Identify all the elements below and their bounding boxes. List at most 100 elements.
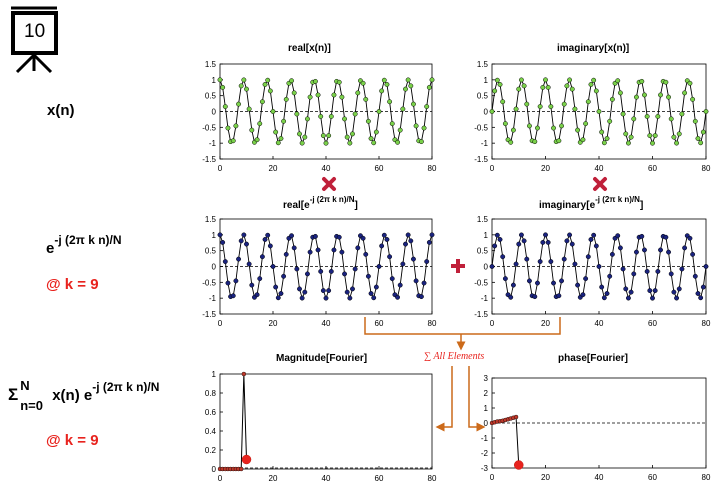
x-tick-label: 80 bbox=[702, 319, 711, 328]
data-point bbox=[650, 140, 655, 146]
exponential-label: e-j (2π k n)/N bbox=[46, 233, 122, 257]
data-point bbox=[513, 414, 519, 420]
y-tick-label: -1.5 bbox=[474, 310, 488, 319]
y-tick-label: -1 bbox=[209, 139, 217, 148]
data-point bbox=[305, 271, 310, 277]
data-point bbox=[676, 131, 682, 137]
data-point bbox=[347, 140, 353, 146]
data-point bbox=[397, 127, 403, 133]
data-point bbox=[233, 278, 239, 284]
data-point bbox=[692, 118, 698, 124]
title-main: real[e bbox=[283, 200, 310, 211]
data-point bbox=[615, 233, 621, 239]
data-point bbox=[265, 77, 271, 83]
exponential-base: e bbox=[46, 240, 55, 257]
title-end: ] bbox=[639, 200, 644, 211]
sum-all-elements-label: ∑ All Elements bbox=[424, 351, 485, 362]
y-tick-label: 1 bbox=[484, 76, 489, 85]
sum-lower-limit: n=0 bbox=[20, 398, 43, 413]
data-point bbox=[241, 77, 247, 83]
data-point bbox=[569, 86, 575, 92]
data-point bbox=[350, 286, 355, 292]
chart-magnitude: 0 20 40 60 80 1 0.8 0.6 0.4 0.2 0 bbox=[205, 370, 437, 483]
data-point bbox=[403, 241, 408, 247]
data-point bbox=[244, 241, 249, 247]
data-point bbox=[572, 106, 578, 112]
y-tick-label: 1.5 bbox=[477, 60, 489, 69]
data-point bbox=[344, 134, 350, 140]
data-point bbox=[652, 288, 658, 294]
data-point bbox=[262, 237, 268, 242]
data-point bbox=[535, 280, 540, 286]
data-point bbox=[281, 118, 287, 124]
data-point bbox=[363, 96, 369, 102]
data-point bbox=[593, 243, 599, 249]
data-point bbox=[328, 269, 334, 274]
data-point bbox=[275, 295, 281, 301]
data-point bbox=[585, 254, 591, 260]
data-point bbox=[389, 276, 395, 282]
data-point bbox=[679, 266, 685, 272]
data-point bbox=[502, 276, 508, 282]
y-tick-label: 0 bbox=[484, 419, 489, 428]
data-point bbox=[671, 134, 677, 140]
data-point bbox=[607, 273, 613, 279]
data-point bbox=[599, 284, 605, 290]
data-point bbox=[405, 77, 411, 83]
y-tick-label: 2 bbox=[484, 389, 489, 398]
y-tick-label: 0.2 bbox=[205, 446, 217, 455]
x-tick-label: 60 bbox=[648, 473, 657, 482]
data-point bbox=[387, 99, 393, 105]
highlight-point bbox=[241, 454, 252, 465]
data-point bbox=[315, 247, 321, 253]
data-point bbox=[373, 284, 379, 290]
data-point bbox=[625, 140, 631, 146]
data-point bbox=[561, 101, 567, 107]
y-tick-label: 1 bbox=[484, 404, 489, 413]
data-point bbox=[492, 88, 498, 94]
data-point bbox=[217, 77, 223, 83]
k-value-label: @ k = 9 bbox=[46, 276, 99, 293]
data-point bbox=[489, 109, 495, 114]
data-point bbox=[609, 251, 615, 257]
y-tick-label: -0.5 bbox=[202, 123, 216, 132]
data-point bbox=[238, 83, 244, 89]
data-point bbox=[583, 276, 589, 282]
data-point bbox=[564, 238, 570, 244]
y-tick-label: 1 bbox=[484, 231, 489, 240]
data-point bbox=[254, 292, 260, 298]
data-point bbox=[540, 239, 546, 245]
chart-phase: 0 20 40 60 80 3 2 1 0 -1 -2 -3 bbox=[481, 374, 711, 482]
data-point bbox=[411, 101, 416, 107]
sum-upper-limit: N bbox=[20, 378, 30, 393]
data-point bbox=[682, 90, 688, 96]
data-point bbox=[257, 276, 263, 282]
data-point bbox=[336, 234, 342, 240]
x-tick-label: 0 bbox=[218, 474, 223, 483]
data-point bbox=[236, 256, 242, 262]
y-tick-label: -2 bbox=[481, 449, 489, 458]
y-tick-label: 0 bbox=[484, 263, 489, 272]
data-point bbox=[376, 109, 382, 114]
data-point bbox=[389, 121, 395, 127]
data-point bbox=[381, 232, 387, 238]
data-point bbox=[591, 77, 597, 83]
data-point bbox=[267, 88, 273, 94]
data-point bbox=[494, 232, 500, 238]
data-point bbox=[615, 78, 621, 84]
data-point bbox=[687, 80, 693, 86]
data-point bbox=[692, 273, 698, 279]
data-point bbox=[429, 77, 435, 83]
data-point bbox=[551, 125, 556, 131]
data-point bbox=[588, 82, 594, 87]
data-point bbox=[703, 109, 709, 114]
sum-power: -j (2π k n)/N bbox=[92, 380, 160, 394]
data-point bbox=[607, 118, 613, 124]
slide-number: 10 bbox=[24, 21, 46, 42]
data-point bbox=[516, 86, 522, 92]
y-tick-label: 0.5 bbox=[205, 92, 217, 101]
chart-title-imag-exp: imaginary[e-j (2π k n)/N] bbox=[539, 195, 644, 211]
data-point bbox=[379, 88, 385, 94]
y-tick-label: 1 bbox=[212, 370, 217, 379]
